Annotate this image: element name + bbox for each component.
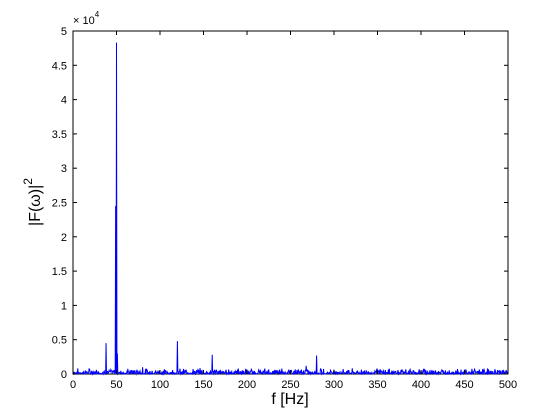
x-tick-label: 500 bbox=[499, 379, 517, 391]
y-tick-label: 4.5 bbox=[52, 60, 67, 72]
y-axis-multiplier-base: × 10 bbox=[73, 15, 95, 27]
y-axis-ticks: 0 0.5 1 1.5 2 2.5 3 3.5 4 4.5 5 bbox=[52, 26, 508, 381]
y-tick-label: 5 bbox=[61, 26, 67, 38]
y-axis-multiplier-exponent: 4 bbox=[95, 10, 100, 19]
y-tick-label: 2 bbox=[61, 232, 67, 244]
x-axis-ticks: 0 50 100 150 200 250 300 350 400 450 500 bbox=[70, 31, 517, 391]
plot-area bbox=[72, 30, 509, 375]
y-tick-label: 1 bbox=[61, 300, 67, 312]
y-tick-label: 1.5 bbox=[52, 266, 67, 278]
x-tick-label: 200 bbox=[238, 379, 256, 391]
y-axis-label-superscript: 2 bbox=[21, 178, 35, 185]
y-axis-label-text: |F(ω)| bbox=[27, 185, 44, 226]
x-tick-label: 250 bbox=[281, 379, 299, 391]
y-tick-label: 4 bbox=[61, 95, 67, 107]
x-tick-label: 400 bbox=[412, 379, 430, 391]
x-tick-label: 0 bbox=[70, 379, 76, 391]
x-tick-label: 350 bbox=[368, 379, 386, 391]
x-tick-label: 100 bbox=[151, 379, 169, 391]
y-tick-label: 2.5 bbox=[52, 198, 67, 210]
x-tick-label: 300 bbox=[325, 379, 343, 391]
x-tick-label: 450 bbox=[455, 379, 473, 391]
x-tick-label: 50 bbox=[110, 379, 122, 391]
y-axis-multiplier: × 104 bbox=[73, 10, 100, 27]
y-tick-label: 3 bbox=[61, 163, 67, 175]
y-tick-label: 3.5 bbox=[52, 129, 67, 141]
x-tick-label: 150 bbox=[194, 379, 212, 391]
y-axis-label: |F(ω)|2 bbox=[21, 178, 44, 226]
x-axis-label: f [Hz] bbox=[271, 391, 308, 408]
y-tick-label: 0.5 bbox=[52, 335, 67, 347]
y-tick-label: 0 bbox=[61, 369, 67, 381]
